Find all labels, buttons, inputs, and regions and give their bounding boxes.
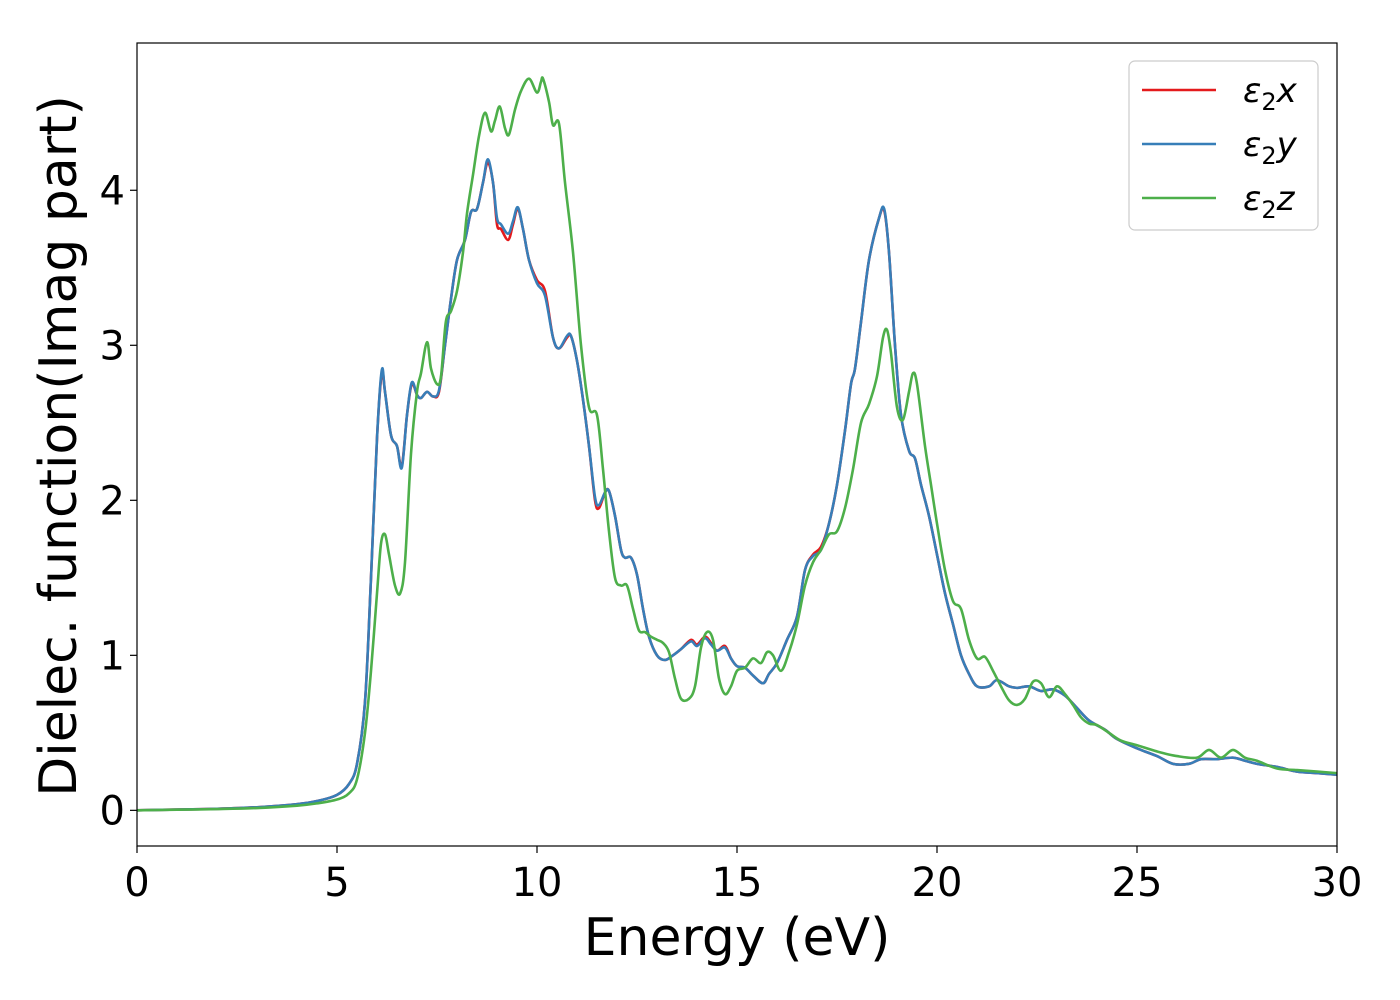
legend-label-base: ε: [1243, 125, 1261, 165]
legend-box: [1128, 60, 1319, 231]
y-tick-label: 1: [100, 633, 125, 679]
x-tick-label: 5: [324, 860, 349, 906]
y-tick-label: 2: [100, 478, 125, 524]
legend-label-subscript: 2: [1261, 142, 1276, 170]
x-tick-label: 0: [124, 860, 149, 906]
legend-label-variable: y: [1276, 125, 1298, 165]
legend-label-x: ε2x: [1243, 71, 1298, 116]
y-tick-label: 4: [100, 168, 125, 214]
x-axis-label: Energy (eV): [584, 908, 891, 968]
series-layer: [137, 76, 1337, 812]
x-tick-label: 20: [912, 860, 963, 906]
y-tick-label: 0: [100, 788, 125, 834]
series-line-z: [137, 76, 1337, 812]
legend-label-z: ε2z: [1243, 179, 1296, 224]
legend-label-base: ε: [1243, 179, 1261, 219]
legend-label-variable: x: [1276, 71, 1298, 111]
y-axis-label: Dielec. function(Imag part): [29, 95, 89, 797]
x-tick-label: 30: [1312, 860, 1363, 906]
y-tick-label: 3: [100, 323, 125, 369]
y-axis: 0 1 2 3 4: [100, 168, 137, 834]
x-tick-label: 15: [712, 860, 763, 906]
x-tick-label: 10: [512, 860, 563, 906]
series-line-x: [137, 161, 1337, 812]
legend-label-subscript: 2: [1261, 88, 1276, 116]
x-axis: 0 5 10 15 20 25 30: [124, 846, 1362, 906]
legend-label-y: ε2y: [1243, 125, 1298, 170]
legend-label-variable: z: [1276, 179, 1296, 219]
legend-label-subscript: 2: [1261, 196, 1276, 224]
series-line-y: [137, 157, 1337, 812]
x-tick-label: 25: [1112, 860, 1163, 906]
legend-label-base: ε: [1243, 71, 1261, 111]
